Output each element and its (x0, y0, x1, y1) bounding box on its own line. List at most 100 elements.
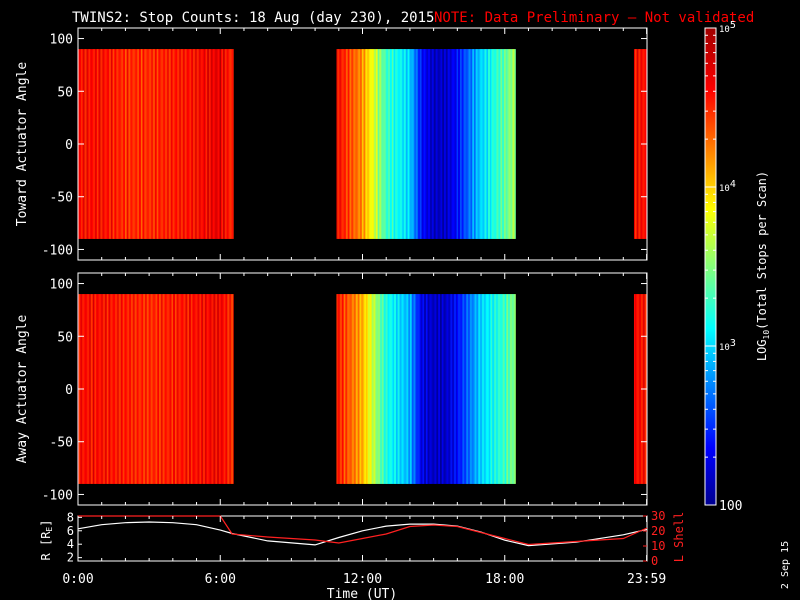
heatmap-column (364, 294, 366, 484)
heatmap-column (392, 294, 395, 484)
heatmap-column (132, 49, 134, 239)
heatmap-column (384, 294, 386, 484)
heatmap-column (220, 49, 223, 239)
heatmap-column (135, 294, 138, 484)
heatmap-column (346, 294, 348, 484)
colorbar-ticks: 105 104 103 100 (705, 20, 742, 514)
heatmap-column (85, 294, 87, 484)
heatmap-column (488, 294, 491, 484)
heatmap-column (165, 49, 167, 239)
heatmap-column (449, 294, 451, 484)
heatmap-column (469, 49, 472, 239)
heatmap-column (376, 49, 379, 239)
heatmap-column (97, 49, 99, 239)
heatmap-column (466, 49, 469, 239)
heatmap-column (181, 294, 183, 484)
heatmap-column (455, 49, 458, 239)
heatmap-column (84, 294, 86, 484)
heatmap-column (225, 294, 227, 484)
heatmap-column (163, 294, 165, 484)
heatmap-column (98, 49, 100, 239)
heatmap-column (370, 49, 373, 239)
heatmap-column (130, 294, 132, 484)
heatmap-column (429, 294, 431, 484)
heatmap-column (470, 49, 473, 239)
heatmap-column (211, 294, 213, 484)
heatmap-column (353, 49, 355, 239)
heatmap-column (94, 294, 96, 484)
heatmap-column (435, 294, 438, 484)
heatmap-column (495, 49, 497, 239)
r-tick-label: 2 (67, 551, 74, 565)
heatmap-column (474, 294, 476, 484)
heatmap-column (384, 49, 386, 239)
heatmap-column (354, 294, 357, 484)
heatmap-column (637, 49, 639, 239)
colorbar-label-sub: 10 (762, 330, 771, 340)
heatmap-column (212, 294, 214, 484)
heatmap-column (198, 49, 201, 239)
heatmap-column (120, 294, 123, 484)
heatmap-column (350, 294, 352, 484)
heatmap-column (112, 294, 114, 484)
heatmap-column (355, 49, 358, 239)
heatmap-column (178, 49, 180, 239)
heatmap-column (375, 49, 378, 239)
heatmap-column (438, 49, 441, 239)
heatmap-column (96, 294, 98, 484)
heatmap-column (190, 49, 192, 239)
heatmap-column (182, 294, 185, 484)
heatmap-column (459, 49, 461, 239)
heatmap-column (201, 294, 204, 484)
heatmap-column (169, 294, 172, 484)
heatmap-column (351, 294, 353, 484)
heatmap-column (410, 294, 412, 484)
heatmap-column (386, 294, 389, 484)
heatmap-column (155, 294, 158, 484)
heatmap-column (336, 294, 338, 484)
heatmap-column (166, 49, 169, 239)
away-y-ticks: 100 50 0 -50 -100 (42, 278, 647, 503)
heatmap-column (91, 294, 94, 484)
r-tick-label: 8 (67, 510, 74, 524)
y-tick-label: 50 (57, 330, 73, 345)
heatmap-column (476, 294, 478, 484)
heatmap-column (222, 49, 224, 239)
heatmap-column (373, 49, 376, 239)
heatmap-column (145, 294, 147, 484)
heatmap-column (84, 49, 86, 239)
heatmap-column (177, 49, 179, 239)
heatmap-column (472, 49, 475, 239)
heatmap-column (367, 294, 369, 484)
heatmap-column (405, 294, 408, 484)
heatmap-column (487, 49, 490, 239)
heatmap-column (194, 294, 196, 484)
heatmap-column (509, 49, 511, 239)
heatmap-column (461, 49, 463, 239)
heatmap-column (191, 49, 193, 239)
heatmap-column (437, 49, 440, 239)
heatmap-column (130, 49, 132, 239)
heatmap-column (101, 294, 103, 484)
heatmap-column (117, 294, 119, 484)
heatmap-column (214, 294, 217, 484)
heatmap-column (177, 294, 179, 484)
heatmap-column (382, 49, 384, 239)
heatmap-column (500, 294, 503, 484)
heatmap-column (196, 49, 198, 239)
heatmap-column (194, 49, 196, 239)
heatmap-column (378, 49, 380, 239)
heatmap-column (374, 294, 377, 484)
heatmap-column (354, 49, 357, 239)
heatmap-column (484, 49, 487, 239)
heatmap-column (204, 294, 207, 484)
heatmap-column (353, 294, 355, 484)
y-tick-label: 0 (65, 138, 73, 153)
heatmap-column (468, 49, 471, 239)
heatmap-column (225, 49, 227, 239)
heatmap-column (494, 294, 496, 484)
heatmap-column (179, 294, 181, 484)
heatmap-column (152, 294, 155, 484)
away-y-label: Away Actuator Angle (15, 314, 30, 463)
heatmap-column (411, 294, 413, 484)
